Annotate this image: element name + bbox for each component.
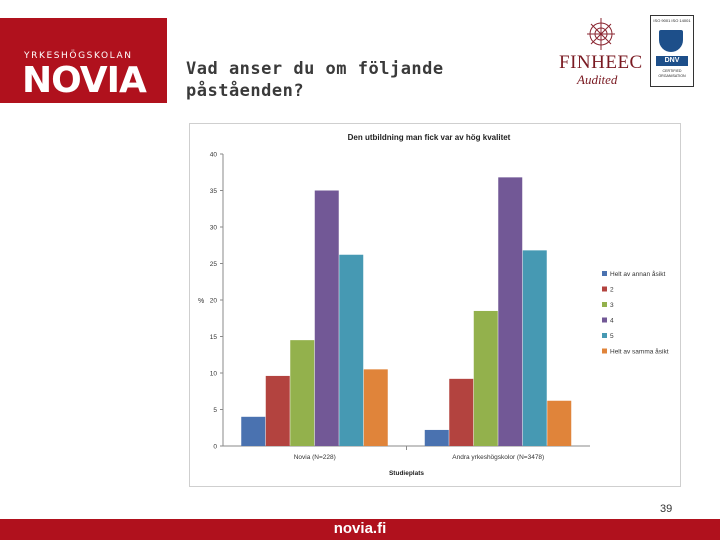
legend-label: 5 <box>610 333 614 340</box>
x-tick-label: Andra yrkeshögskolor (N=3478) <box>452 454 544 461</box>
y-tick-label: 5 <box>213 407 217 414</box>
bar <box>522 250 547 446</box>
y-tick-label: 20 <box>210 298 218 305</box>
legend-label: 2 <box>610 287 614 294</box>
footer-site-link[interactable]: novia.fi <box>333 520 387 537</box>
finheec-emblem-icon <box>587 18 615 50</box>
bar <box>498 177 523 447</box>
y-axis-label: % <box>198 298 204 305</box>
bar <box>290 340 315 446</box>
bar-chart: Den utbildning man fick var av hög kvali… <box>189 123 681 487</box>
bar <box>424 429 449 446</box>
x-tick-label: Novia (N=228) <box>294 454 336 461</box>
y-tick-label: 35 <box>210 188 218 195</box>
x-axis-label: Studieplats <box>389 470 424 477</box>
slide-title: Vad anser du om följande påståenden? <box>186 59 444 101</box>
bar <box>449 378 474 446</box>
y-tick-label: 25 <box>210 261 218 268</box>
finheec-name: FINHEEC <box>559 52 643 73</box>
chart-title: Den utbildning man fick var av hög kvali… <box>348 133 511 142</box>
y-tick-label: 30 <box>210 225 218 232</box>
legend-swatch <box>602 333 607 338</box>
y-tick-label: 10 <box>210 371 218 378</box>
bar <box>547 400 572 446</box>
legend-swatch <box>602 348 607 354</box>
legend-label: Helt av samma åsikt <box>610 348 669 356</box>
page-number: 39 <box>660 503 673 515</box>
bar <box>314 190 339 446</box>
y-tick-label: 0 <box>213 444 217 451</box>
dnv-certification-badge: ISO 9001 ISO 14001 DNV CERTIFIED ORGANIS… <box>650 15 694 87</box>
legend-label: Helt av annan åsikt <box>610 270 665 278</box>
footer-bar: novia.fi <box>0 519 720 540</box>
dnv-shield-icon <box>659 30 683 52</box>
novia-logo: YRKESHÖGSKOLAN NOVIA <box>0 18 167 103</box>
bar <box>241 416 266 446</box>
dnv-top-text: ISO 9001 ISO 14001 <box>653 18 691 23</box>
legend-label: 4 <box>610 318 614 325</box>
bar <box>265 375 290 446</box>
dnv-bottom-text: CERTIFIED ORGANISATION <box>658 69 686 78</box>
bar <box>363 369 388 446</box>
bar <box>339 254 364 446</box>
legend-label: 3 <box>610 302 614 309</box>
logo-main-text: NOVIA <box>22 60 147 101</box>
logo-small-text: YRKESHÖGSKOLAN <box>24 51 133 61</box>
legend-swatch <box>602 271 607 276</box>
bar <box>473 310 498 446</box>
y-tick-label: 40 <box>210 152 218 159</box>
legend-swatch <box>602 286 607 292</box>
legend-swatch <box>602 317 607 323</box>
finheec-audited: Audited <box>577 72 618 87</box>
chart-canvas: Den utbildning man fick var av hög kvali… <box>198 133 669 477</box>
y-tick-label: 15 <box>210 334 218 341</box>
legend-swatch <box>602 302 607 307</box>
dnv-logo-text: DNV <box>656 56 688 66</box>
